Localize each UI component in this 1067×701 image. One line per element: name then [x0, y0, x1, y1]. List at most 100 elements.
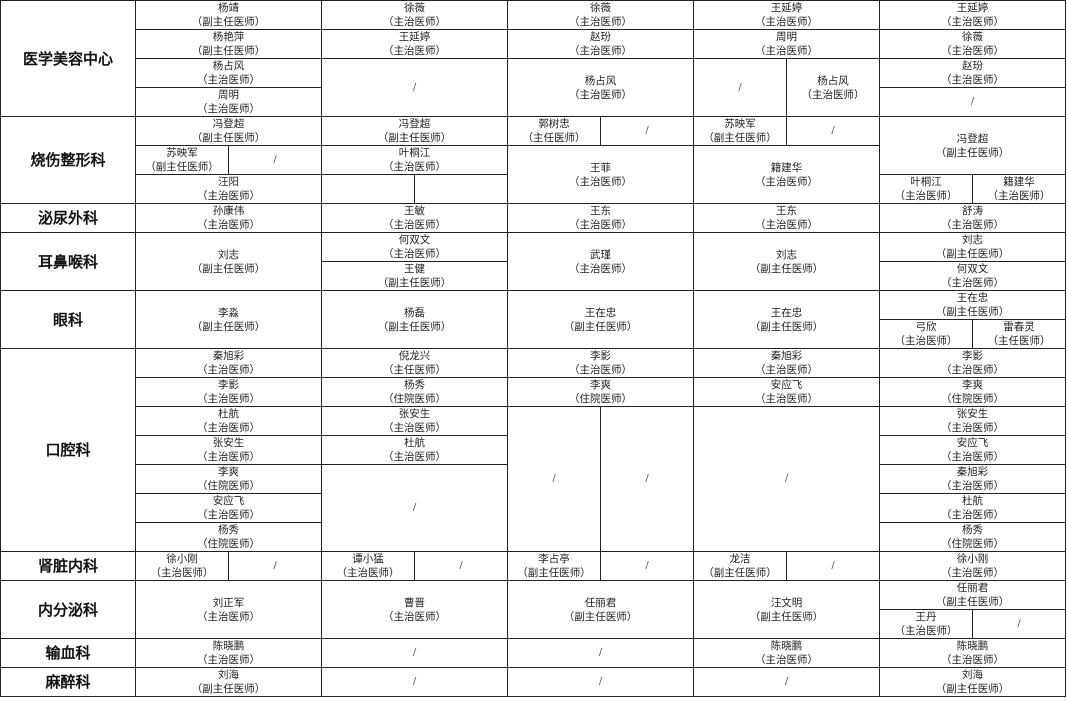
doctor-name: 王东: [590, 205, 611, 217]
schedule-cell: /: [229, 552, 321, 580]
doctor-name: 周明: [776, 31, 797, 43]
doctor-title: （主治医师）: [336, 567, 400, 579]
doctor-title: （副主任医师）: [517, 567, 591, 579]
schedule-cell: 谭小猛 （主治医师）: [322, 552, 414, 580]
schedule-cell: 龙洁 （副主任医师）: [694, 552, 786, 580]
schedule-cell: 王敏 （主治医师）: [322, 204, 507, 232]
schedule-cell: 周明 （主治医师）: [136, 88, 321, 116]
empty-slot-mark: /: [784, 473, 789, 484]
doctor-name: 刘海: [218, 669, 239, 681]
department-name: 肾脏内科: [1, 552, 135, 580]
empty-slot-mark: /: [459, 560, 463, 571]
doctor-title: （主治医师）: [197, 364, 260, 376]
doctor-name: 弓欣: [915, 321, 937, 333]
doctor-name: 武瑾: [590, 248, 611, 261]
department-name: 输血科: [1, 639, 135, 667]
department-name: 耳鼻喉科: [1, 233, 135, 290]
doctor-name: 李爽: [962, 379, 983, 391]
doctor-title: （副主任医师）: [191, 16, 266, 28]
schedule-cell: 刘志 （副主任医师）: [880, 233, 1065, 261]
doctor-title: （住院医师）: [197, 538, 260, 550]
doctor-title: （主治医师）: [941, 277, 1004, 289]
schedule-cell: 杨占风 （主治医师）: [508, 59, 693, 116]
schedule-cell: [322, 175, 414, 203]
schedule-cell: 陈晓鹏 （主治医师）: [136, 639, 321, 667]
schedule-cell: 杨占风 （主治医师）: [136, 59, 321, 87]
schedule-cell: 李影 （主治医师）: [508, 349, 693, 377]
doctor-name: 秦旭彩: [770, 350, 803, 362]
doctor-title: （主治医师）: [197, 190, 260, 202]
schedule-cell: /: [322, 668, 507, 696]
schedule-cell: 杨秀 （住院医师）: [322, 378, 507, 406]
schedule-cell: /: [694, 407, 879, 551]
department-name: 泌尿外科: [1, 204, 135, 232]
schedule-cell: /: [601, 407, 693, 551]
doctor-title: （副主任医师）: [191, 683, 266, 695]
doctor-name: 籍建华: [1003, 176, 1035, 188]
schedule-cell: 徐薇 （主治医师）: [508, 1, 693, 29]
doctor-name: 王菲: [590, 161, 611, 174]
doctor-title: （副主任医师）: [563, 320, 638, 333]
empty-slot-mark: /: [273, 560, 277, 571]
doctor-title: （主治医师）: [569, 175, 632, 188]
doctor-title: （主治医师）: [941, 422, 1004, 434]
doctor-title: （主治医师）: [197, 451, 260, 463]
doctor-name: 张安生: [212, 437, 245, 449]
schedule-cell: /: [322, 59, 507, 116]
schedule-cell: 何双文 （主治医师）: [880, 262, 1065, 290]
doctor-title: （主治医师）: [383, 16, 446, 28]
doctor-title: （主治医师）: [755, 219, 818, 231]
doctor-title: （副主任医师）: [377, 277, 452, 289]
schedule-cell: 冯登超 （副主任医师）: [322, 117, 507, 145]
doctor-name: 刘志: [776, 248, 797, 261]
schedule-cell: 籍建华 （主治医师）: [973, 175, 1065, 203]
empty-slot-mark: /: [598, 676, 603, 687]
doctor-name: 王延婷: [770, 2, 803, 14]
doctor-title: （主治医师）: [569, 364, 632, 376]
doctor-name: 杜航: [404, 437, 425, 449]
doctor-name: 王延婷: [956, 2, 989, 14]
schedule-cell: 冯登超 （副主任医师）: [880, 117, 1065, 174]
doctor-title: （主治医师）: [894, 335, 958, 347]
doctor-name: 李影: [590, 350, 611, 362]
schedule-cell: 孙康伟 （主治医师）: [136, 204, 321, 232]
schedule-cell: 王在忠 （副主任医师）: [880, 291, 1065, 319]
doctor-name: 叶桐江: [910, 176, 942, 188]
schedule-cell: 刘正军 （主治医师）: [136, 581, 321, 638]
doctor-title: （副主任医师）: [703, 132, 777, 144]
doctor-name: 赵玢: [962, 60, 983, 72]
schedule-cell: 雷春灵 （主任医师）: [973, 320, 1065, 348]
schedule-cell: 任丽君 （副主任医师）: [508, 581, 693, 638]
schedule-cell: 杨靖 （副主任医师）: [136, 1, 321, 29]
doctor-title: （主治医师）: [197, 219, 260, 231]
schedule-cell: 周明 （主治医师）: [694, 30, 879, 58]
doctor-name: 舒涛: [962, 205, 983, 217]
doctor-name: 杨靖: [218, 2, 239, 14]
doctor-title: （副主任医师）: [145, 161, 219, 173]
doctor-name: 李淼: [218, 306, 239, 319]
schedule-cell: 秦旭彩 （主治医师）: [694, 349, 879, 377]
schedule-cell: 叶桐江 （主治医师）: [322, 146, 507, 174]
doctor-name: 王在忠: [770, 306, 803, 319]
doctor-title: （副主任医师）: [563, 610, 638, 623]
doctor-name: 任丽君: [956, 582, 989, 594]
doctor-title: （主治医师）: [569, 88, 632, 101]
schedule-cell: /: [601, 117, 693, 145]
doctor-title: （主任医师）: [522, 132, 586, 144]
schedule-cell: 王东 （主治医师）: [694, 204, 879, 232]
empty-slot-mark: /: [831, 560, 835, 571]
doctor-name: 王在忠: [956, 292, 989, 304]
doctor-title: （主治医师）: [569, 262, 632, 275]
schedule-cell: 刘海 （副主任医师）: [880, 668, 1065, 696]
doctor-title: （主治医师）: [755, 45, 818, 57]
schedule-cell: 杨秀 （住院医师）: [136, 523, 321, 551]
doctor-name: 杨艳萍: [212, 31, 245, 43]
schedule-cell: 王在忠 （副主任医师）: [508, 291, 693, 348]
schedule-cell: 汪阳 （主治医师）: [136, 175, 321, 203]
schedule-cell: 张安生 （主治医师）: [880, 407, 1065, 435]
doctor-title: （主治医师）: [801, 88, 865, 101]
schedule-cell: /: [322, 639, 507, 667]
schedule-cell: 安应飞 （主治医师）: [880, 436, 1065, 464]
schedule-cell: 张安生 （主治医师）: [322, 407, 507, 435]
